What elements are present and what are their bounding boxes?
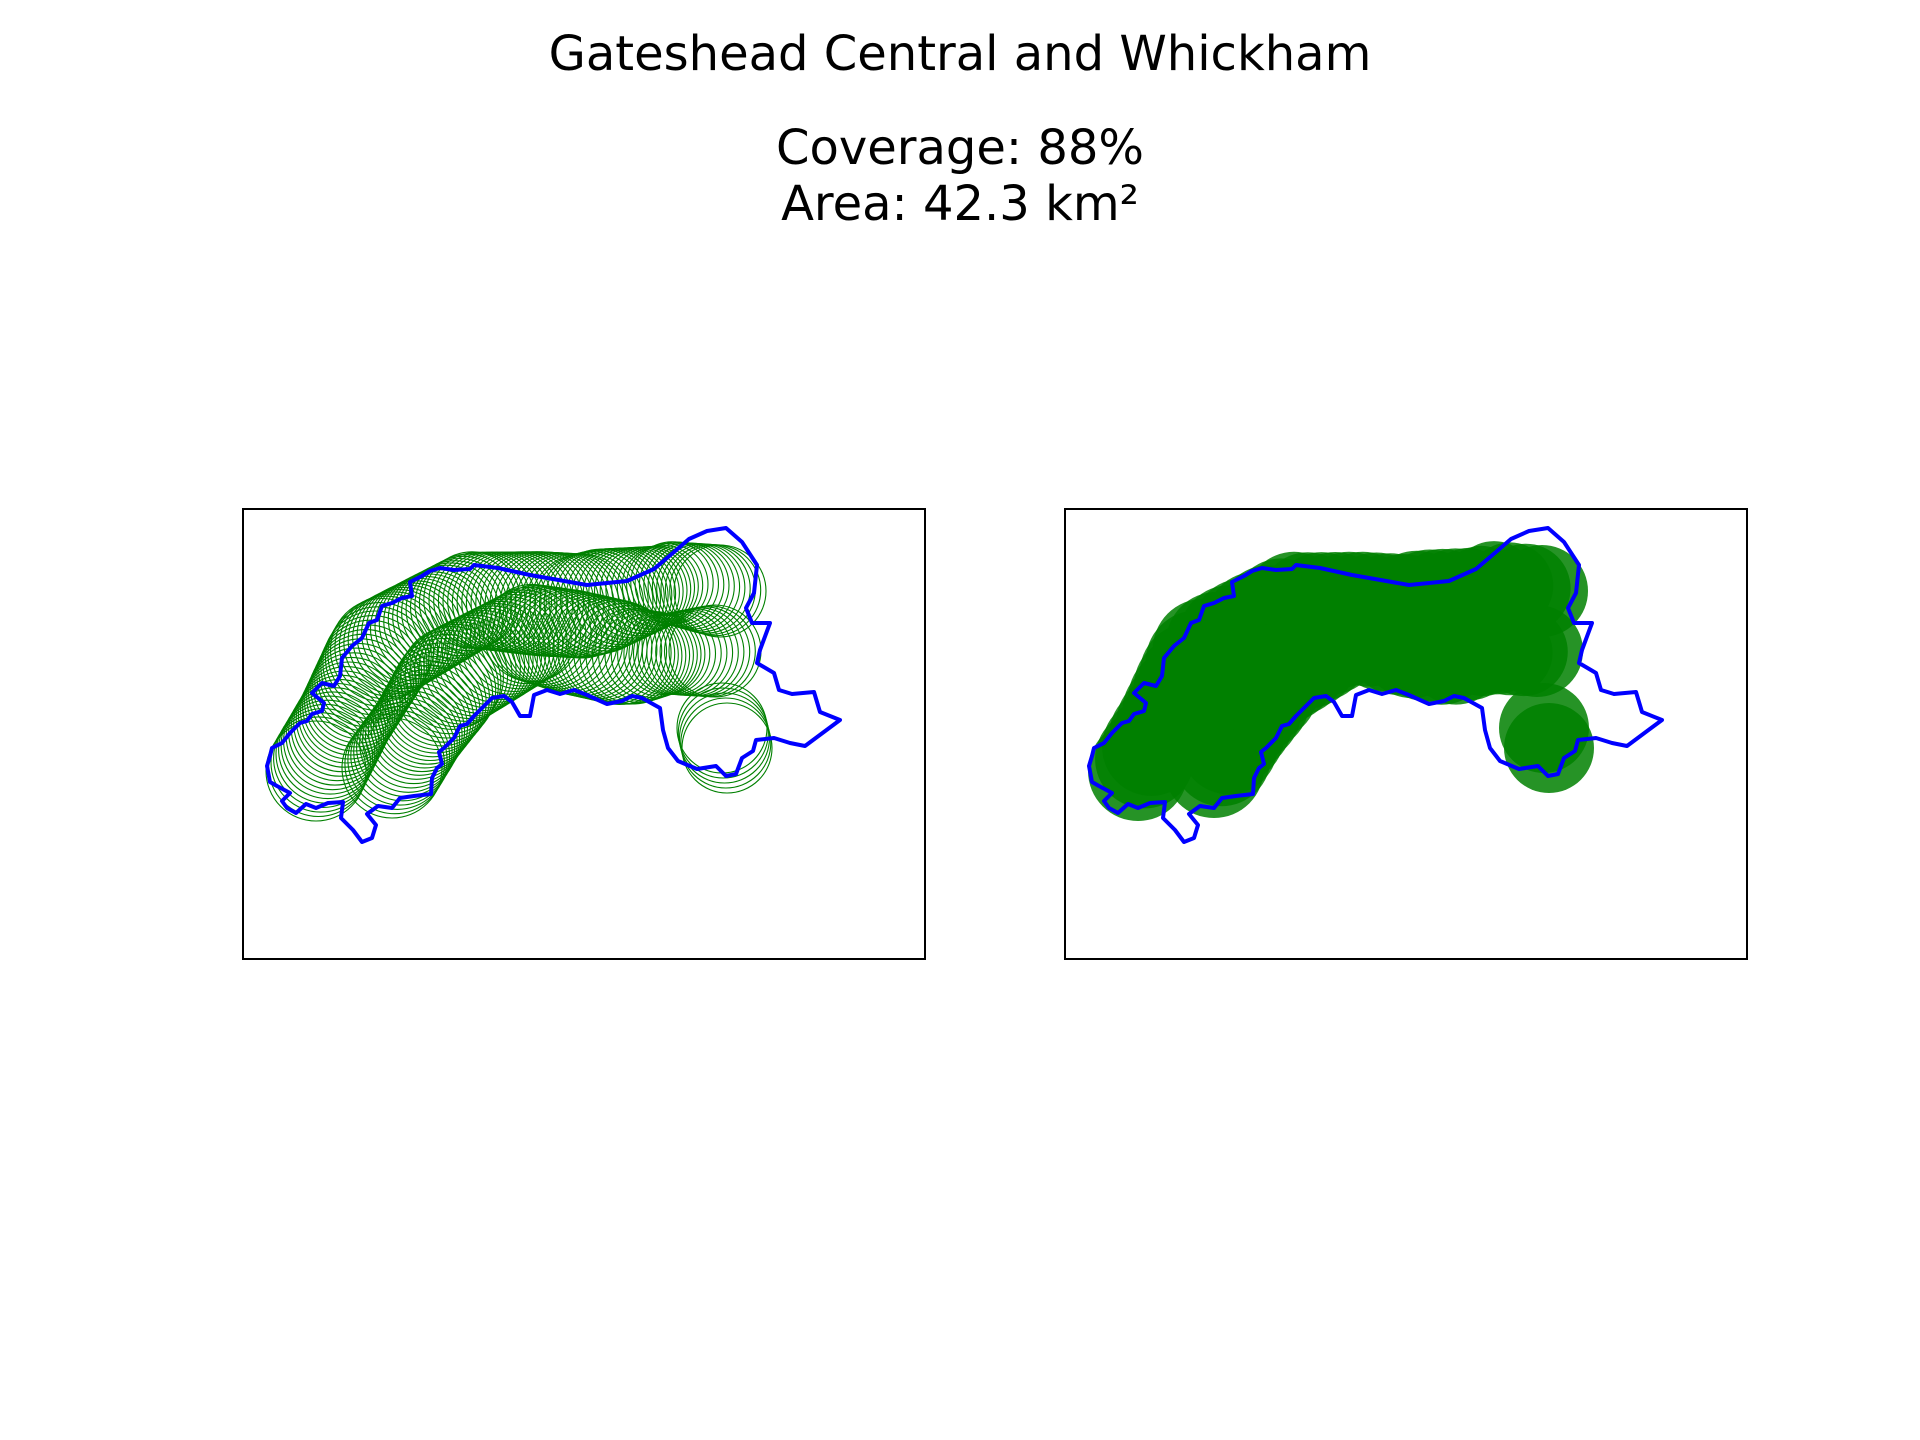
coverage-circle <box>505 587 608 690</box>
coverage-circle <box>469 591 568 690</box>
constituency-boundary <box>265 526 842 844</box>
coverage-circle <box>591 608 687 703</box>
coverage-circle <box>500 586 603 689</box>
coverage-circle <box>409 557 509 657</box>
coverage-circle <box>474 589 572 687</box>
coverage-circle <box>585 607 683 705</box>
coverage-circle <box>660 543 751 634</box>
coverage-circle <box>630 541 714 625</box>
coverage-circle <box>610 611 698 699</box>
coverage-circle <box>617 612 702 697</box>
coverage-circle <box>446 603 547 703</box>
coverage-circle <box>391 637 497 743</box>
coverage-circles-outline <box>265 541 773 822</box>
area-label: Area: 42.3 km² <box>781 176 1139 232</box>
coverage-circle <box>297 666 396 764</box>
map-panel-left <box>242 508 926 960</box>
coverage-circle <box>322 610 428 716</box>
figure-title: Gateshead Central and Whickham <box>548 26 1372 82</box>
coverage-circle <box>352 586 455 690</box>
panel-frame <box>1064 508 1748 960</box>
coverage-label: Coverage: 88% <box>775 120 1145 176</box>
coverage-circle <box>394 633 499 739</box>
coverage-circle <box>338 593 443 697</box>
coverage-circle <box>1491 605 1583 697</box>
coverage-circle <box>401 562 501 662</box>
coverage-circle <box>673 544 767 638</box>
coverage-circle <box>350 705 451 806</box>
panel-frame <box>242 508 926 960</box>
coverage-circles-filled <box>1088 541 1594 821</box>
coverage-circle <box>637 611 722 696</box>
coverage-circle <box>389 642 494 747</box>
coverage-circle <box>604 610 694 700</box>
coverage-circle <box>329 597 435 703</box>
coverage-circle <box>621 544 704 627</box>
coverage-circle <box>523 590 629 696</box>
coverage-circle <box>681 702 773 794</box>
coverage-circle <box>528 591 634 697</box>
coverage-circle <box>1499 683 1589 773</box>
constituency-boundary <box>1087 526 1664 844</box>
coverage-circle <box>353 701 453 802</box>
coverage-circle <box>677 687 769 779</box>
coverage-circle <box>295 670 393 768</box>
coverage-circle <box>656 543 746 633</box>
coverage-circle <box>341 717 443 819</box>
map-panel-right <box>1064 508 1748 960</box>
coverage-circle <box>680 697 772 789</box>
